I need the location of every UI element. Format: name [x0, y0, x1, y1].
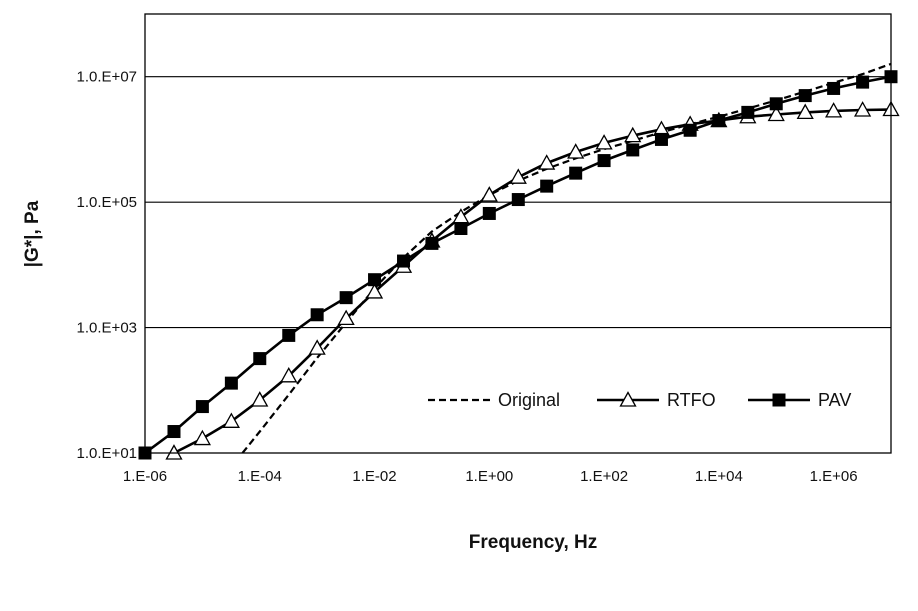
legend-marker-rtfo — [619, 391, 637, 407]
pav-point — [654, 132, 668, 146]
x-tick-label: 1.E+00 — [465, 468, 513, 485]
pav-point — [482, 206, 496, 220]
plot-area — [144, 13, 892, 454]
pav-point — [769, 97, 783, 111]
rtfo-point — [767, 105, 785, 122]
pav-point — [282, 328, 296, 342]
rtfo-point — [193, 429, 211, 446]
rtfo-point — [567, 143, 585, 159]
rtfo-point — [337, 309, 355, 326]
rtfo-point — [624, 126, 642, 143]
x-tick-label: 1.E-06 — [123, 468, 167, 485]
pav-point — [540, 179, 554, 193]
pav-point — [425, 236, 439, 250]
pav-point — [310, 308, 324, 322]
pav-point — [368, 273, 382, 287]
rtfo-point — [538, 154, 556, 170]
pav-point — [626, 143, 640, 157]
pav-point — [569, 166, 583, 180]
series-markers — [138, 70, 900, 460]
pav-point — [224, 376, 238, 390]
rtfo-point — [509, 168, 527, 184]
pav-point — [454, 221, 468, 235]
rtfo-point — [365, 283, 384, 299]
rtfo-point — [480, 186, 498, 202]
pav-point — [741, 105, 755, 119]
x-axis-title: Frequency, Hz — [469, 532, 597, 553]
rtfo-point — [222, 412, 240, 428]
legend-label-rtfo: RTFO — [667, 390, 716, 410]
rtfo-point — [796, 103, 814, 120]
rtfo-point — [280, 366, 298, 383]
pav-point — [167, 425, 181, 439]
rtfo-point — [825, 102, 843, 118]
y-tick-label: 1.0.E+03 — [77, 320, 137, 337]
y-axis-title: |G*|, Pa — [22, 200, 43, 267]
pav-point — [195, 400, 209, 414]
rtfo-point — [308, 339, 326, 355]
rtfo-point — [853, 101, 872, 117]
y-tick-labels: 1.0.E+01 1.0.E+03 1.0.E+05 1.0.E+07 — [77, 69, 137, 462]
pav-point — [397, 254, 411, 268]
x-tick-label: 1.E+04 — [695, 468, 743, 485]
rtfo-point — [165, 444, 183, 460]
x-tick-label: 1.E-04 — [238, 468, 282, 485]
pav-point — [683, 123, 697, 137]
pav-point — [712, 114, 726, 128]
y-tick-label: 1.0.E+01 — [77, 445, 137, 462]
pav-point — [798, 89, 812, 103]
pav-point — [253, 352, 267, 366]
y-tick-label: 1.0.E+07 — [77, 69, 137, 86]
pav-point — [597, 154, 611, 168]
legend-label-pav: PAV — [818, 390, 851, 410]
x-tick-label: 1.E+06 — [810, 468, 858, 485]
pav-point — [827, 81, 841, 95]
rtfo-point — [595, 134, 613, 150]
rtfo-point — [251, 391, 269, 407]
pav-point — [856, 75, 870, 89]
x-tick-label: 1.E+02 — [580, 468, 628, 485]
x-tick-label: 1.E-02 — [352, 468, 396, 485]
x-tick-labels: 1.E-06 1.E-04 1.E-02 1.E+00 1.E+02 1.E+04 1.E+… — [123, 468, 858, 485]
y-tick-label: 1.0.E+05 — [77, 194, 137, 211]
pav-point — [339, 291, 353, 305]
series-line-original — [241, 62, 891, 453]
legend-label-original: Original — [498, 390, 560, 410]
legend: Original RTFO PAV — [428, 390, 851, 410]
pav-point — [511, 193, 525, 207]
legend-marker-pav — [772, 393, 786, 407]
